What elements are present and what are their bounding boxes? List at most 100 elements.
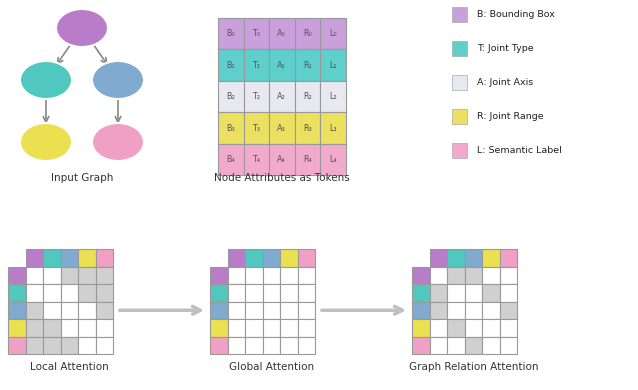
FancyBboxPatch shape	[500, 284, 517, 301]
FancyBboxPatch shape	[464, 266, 482, 284]
Text: B₁: B₁	[226, 61, 235, 70]
FancyBboxPatch shape	[429, 249, 447, 266]
Text: Global Attention: Global Attention	[228, 362, 314, 372]
FancyBboxPatch shape	[320, 112, 346, 144]
FancyBboxPatch shape	[96, 319, 113, 337]
FancyBboxPatch shape	[8, 301, 26, 319]
FancyBboxPatch shape	[500, 337, 517, 354]
FancyBboxPatch shape	[269, 112, 295, 144]
FancyBboxPatch shape	[412, 301, 429, 319]
FancyBboxPatch shape	[500, 266, 517, 284]
Text: Input Graph: Input Graph	[51, 173, 113, 183]
Text: A₀: A₀	[278, 29, 286, 38]
FancyBboxPatch shape	[244, 112, 269, 144]
FancyBboxPatch shape	[26, 249, 43, 266]
FancyBboxPatch shape	[452, 41, 467, 56]
FancyBboxPatch shape	[320, 18, 346, 50]
Text: L₄: L₄	[329, 155, 337, 164]
FancyBboxPatch shape	[295, 144, 320, 176]
FancyBboxPatch shape	[61, 337, 78, 354]
FancyBboxPatch shape	[269, 50, 295, 81]
FancyBboxPatch shape	[482, 337, 500, 354]
FancyBboxPatch shape	[244, 50, 269, 81]
FancyBboxPatch shape	[228, 266, 245, 284]
FancyBboxPatch shape	[447, 319, 464, 337]
FancyBboxPatch shape	[280, 249, 297, 266]
FancyBboxPatch shape	[464, 337, 482, 354]
FancyBboxPatch shape	[320, 81, 346, 112]
FancyBboxPatch shape	[43, 266, 61, 284]
Text: R₄: R₄	[303, 155, 311, 164]
Text: Node Attributes as Tokens: Node Attributes as Tokens	[214, 173, 350, 183]
Text: L: Semantic Label: L: Semantic Label	[477, 146, 561, 155]
Text: T₂: T₂	[252, 92, 260, 101]
FancyBboxPatch shape	[320, 50, 346, 81]
FancyBboxPatch shape	[218, 144, 244, 176]
FancyBboxPatch shape	[280, 301, 297, 319]
FancyBboxPatch shape	[96, 301, 113, 319]
FancyBboxPatch shape	[244, 81, 269, 112]
Text: L₂: L₂	[329, 92, 337, 101]
Text: A₁: A₁	[278, 61, 286, 70]
FancyBboxPatch shape	[244, 144, 269, 176]
Text: R₀: R₀	[303, 29, 311, 38]
FancyBboxPatch shape	[482, 266, 500, 284]
FancyBboxPatch shape	[452, 75, 467, 90]
FancyBboxPatch shape	[262, 301, 280, 319]
FancyBboxPatch shape	[43, 319, 61, 337]
Text: R₁: R₁	[303, 61, 311, 70]
FancyBboxPatch shape	[297, 301, 315, 319]
FancyBboxPatch shape	[210, 284, 228, 301]
FancyBboxPatch shape	[295, 50, 320, 81]
FancyBboxPatch shape	[78, 319, 96, 337]
Text: R₃: R₃	[303, 124, 311, 133]
FancyBboxPatch shape	[482, 301, 500, 319]
FancyBboxPatch shape	[297, 319, 315, 337]
FancyBboxPatch shape	[26, 319, 43, 337]
FancyBboxPatch shape	[262, 266, 280, 284]
Text: B₄: B₄	[226, 155, 235, 164]
FancyBboxPatch shape	[429, 337, 447, 354]
Text: L₁: L₁	[329, 61, 337, 70]
FancyBboxPatch shape	[210, 266, 228, 284]
FancyBboxPatch shape	[500, 319, 517, 337]
FancyBboxPatch shape	[500, 301, 517, 319]
FancyBboxPatch shape	[8, 284, 26, 301]
FancyBboxPatch shape	[280, 266, 297, 284]
FancyBboxPatch shape	[269, 144, 295, 176]
Ellipse shape	[92, 123, 144, 161]
FancyBboxPatch shape	[43, 301, 61, 319]
FancyBboxPatch shape	[210, 337, 228, 354]
FancyBboxPatch shape	[61, 319, 78, 337]
FancyBboxPatch shape	[447, 301, 464, 319]
FancyBboxPatch shape	[43, 249, 61, 266]
FancyBboxPatch shape	[218, 81, 244, 112]
Text: R₂: R₂	[303, 92, 311, 101]
FancyBboxPatch shape	[447, 249, 464, 266]
FancyBboxPatch shape	[295, 112, 320, 144]
FancyBboxPatch shape	[464, 301, 482, 319]
FancyBboxPatch shape	[26, 337, 43, 354]
Text: T₄: T₄	[252, 155, 260, 164]
FancyBboxPatch shape	[96, 337, 113, 354]
FancyBboxPatch shape	[280, 284, 297, 301]
FancyBboxPatch shape	[482, 319, 500, 337]
FancyBboxPatch shape	[61, 266, 78, 284]
FancyBboxPatch shape	[210, 319, 228, 337]
Text: T₁: T₁	[252, 61, 260, 70]
FancyBboxPatch shape	[500, 249, 517, 266]
Text: T₃: T₃	[252, 124, 260, 133]
Text: A: Joint Axis: A: Joint Axis	[477, 78, 533, 87]
FancyBboxPatch shape	[245, 337, 262, 354]
FancyBboxPatch shape	[280, 337, 297, 354]
Ellipse shape	[92, 61, 144, 99]
Ellipse shape	[56, 9, 108, 47]
Text: B₀: B₀	[226, 29, 235, 38]
Text: B: Bounding Box: B: Bounding Box	[477, 10, 555, 19]
Text: L₃: L₃	[329, 124, 337, 133]
FancyBboxPatch shape	[26, 284, 43, 301]
FancyBboxPatch shape	[228, 301, 245, 319]
FancyBboxPatch shape	[8, 337, 26, 354]
FancyBboxPatch shape	[262, 319, 280, 337]
FancyBboxPatch shape	[43, 337, 61, 354]
